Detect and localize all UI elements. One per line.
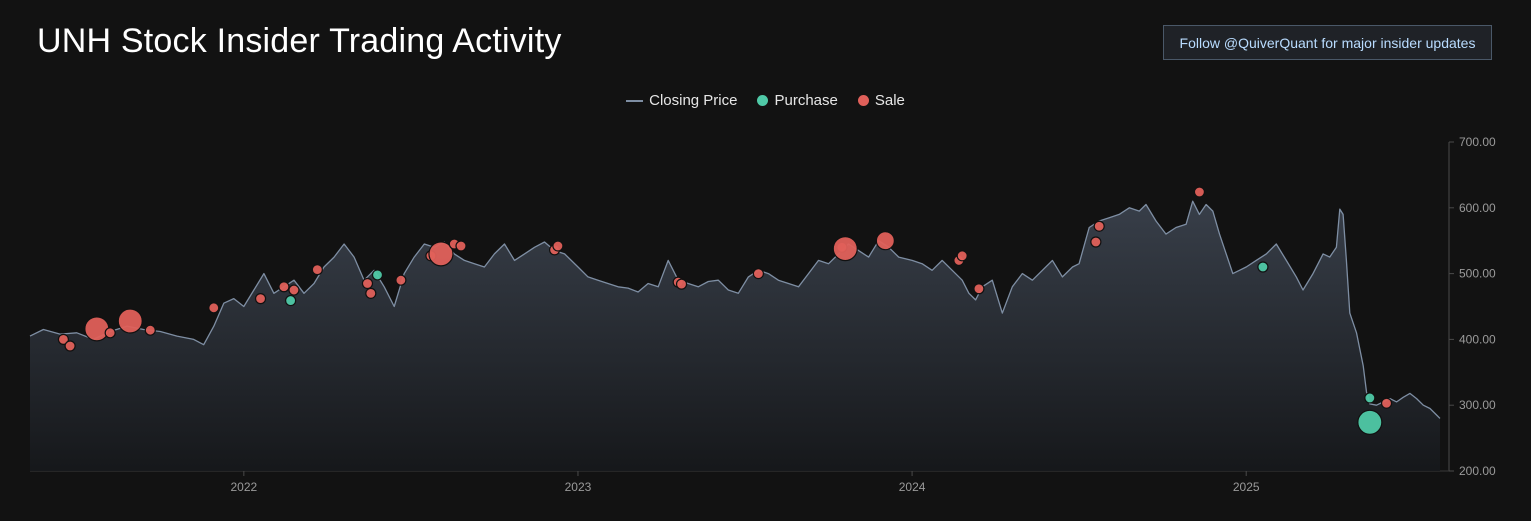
line-swatch-icon <box>626 99 644 102</box>
y-tick-label: 500.00 <box>1459 267 1496 281</box>
sale-marker <box>1090 236 1102 248</box>
sale-marker <box>675 278 688 290</box>
purchase-marker <box>1364 392 1376 404</box>
legend-item-sale[interactable]: Sale <box>857 92 905 109</box>
sale-marker <box>428 241 454 267</box>
legend-label: Purchase <box>774 92 838 109</box>
purchase-marker <box>1257 261 1269 273</box>
sale-marker <box>57 333 70 345</box>
sale-marker <box>361 277 374 290</box>
follow-quiverquant-button[interactable]: Follow @QuiverQuant for major insider up… <box>1163 25 1492 60</box>
sale-marker <box>365 287 377 299</box>
y-tick-label: 200.00 <box>1459 464 1496 478</box>
closing-price-area <box>30 201 1440 471</box>
purchase-dot-icon <box>757 95 769 106</box>
page-title: UNH Stock Insider Trading Activity <box>37 22 562 60</box>
sale-marker <box>832 235 858 262</box>
sale-marker <box>552 240 564 252</box>
sale-marker <box>254 293 267 305</box>
legend-label: Closing Price <box>649 92 738 109</box>
legend-label: Sale <box>874 92 905 109</box>
sale-marker <box>64 340 76 352</box>
y-tick-label: 300.00 <box>1459 398 1496 412</box>
sale-dot-icon <box>857 95 869 106</box>
sale-marker <box>1093 220 1105 232</box>
legend-item-purchase[interactable]: Purchase <box>757 92 838 109</box>
x-tick-label: 2023 <box>565 480 592 494</box>
sale-marker <box>288 284 300 296</box>
x-tick-label: 2024 <box>899 480 926 494</box>
legend-item-closing-price[interactable]: Closing Price <box>626 92 737 109</box>
sale-marker <box>973 283 985 295</box>
sale-marker <box>278 281 290 293</box>
sale-marker <box>104 327 116 339</box>
sale-marker <box>1380 397 1393 409</box>
y-tick-label: 400.00 <box>1459 332 1496 346</box>
sale-marker <box>455 240 467 252</box>
sale-marker <box>956 250 968 262</box>
sale-marker <box>208 302 220 314</box>
x-tick-label: 2022 <box>230 480 257 494</box>
sale-marker <box>1193 186 1206 198</box>
purchase-marker <box>1357 409 1383 435</box>
y-tick-label: 600.00 <box>1459 201 1496 215</box>
sale-marker <box>84 316 110 342</box>
sale-marker <box>395 274 407 286</box>
y-tick-label: 700.00 <box>1459 135 1496 149</box>
purchase-marker <box>285 294 297 307</box>
chart-legend: Closing Price Purchase Sale <box>0 92 1531 109</box>
sale-marker <box>144 324 156 336</box>
sale-marker <box>875 231 895 251</box>
x-tick-label: 2025 <box>1233 480 1260 494</box>
sale-marker <box>117 308 143 334</box>
sale-marker <box>311 264 323 276</box>
sale-marker <box>752 268 764 280</box>
purchase-marker <box>371 269 384 281</box>
